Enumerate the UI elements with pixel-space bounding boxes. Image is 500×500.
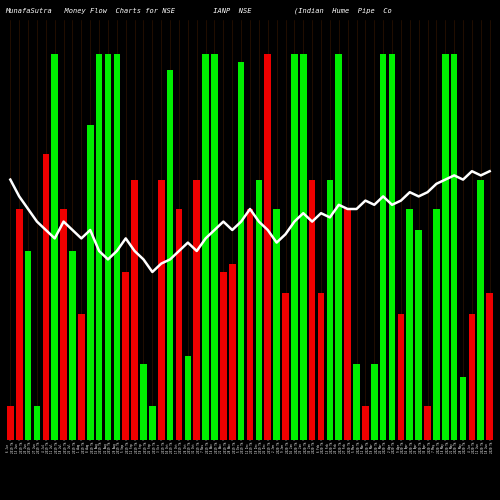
Bar	[211, 54, 218, 440]
Bar	[7, 406, 14, 440]
Bar	[460, 377, 466, 440]
Bar	[229, 264, 235, 440]
Bar	[122, 272, 129, 440]
Bar	[52, 54, 58, 440]
Bar	[486, 293, 493, 440]
Bar	[442, 54, 448, 440]
Bar	[69, 251, 76, 440]
Bar	[238, 62, 244, 440]
Bar	[140, 364, 147, 440]
Bar	[309, 180, 316, 440]
Bar	[149, 406, 156, 440]
Bar	[60, 209, 67, 440]
Bar	[478, 180, 484, 440]
Bar	[344, 209, 351, 440]
Bar	[274, 209, 280, 440]
Bar	[25, 251, 32, 440]
Text: MunafaSutra   Money Flow  Charts for NSE         IANP  NSE          (Indian  Hum: MunafaSutra Money Flow Charts for NSE IA…	[5, 8, 392, 14]
Bar	[416, 230, 422, 440]
Bar	[451, 54, 458, 440]
Bar	[78, 314, 84, 440]
Bar	[96, 54, 102, 440]
Bar	[468, 314, 475, 440]
Bar	[300, 54, 306, 440]
Bar	[398, 314, 404, 440]
Bar	[406, 209, 413, 440]
Bar	[424, 406, 431, 440]
Bar	[353, 364, 360, 440]
Bar	[87, 125, 94, 440]
Bar	[256, 180, 262, 440]
Bar	[326, 180, 333, 440]
Bar	[16, 209, 22, 440]
Bar	[202, 54, 209, 440]
Bar	[291, 54, 298, 440]
Bar	[34, 406, 40, 440]
Bar	[42, 154, 49, 440]
Bar	[264, 54, 271, 440]
Bar	[194, 180, 200, 440]
Bar	[158, 180, 164, 440]
Bar	[167, 70, 173, 440]
Bar	[282, 293, 289, 440]
Bar	[336, 54, 342, 440]
Bar	[220, 272, 226, 440]
Bar	[433, 209, 440, 440]
Bar	[371, 364, 378, 440]
Bar	[380, 54, 386, 440]
Bar	[318, 293, 324, 440]
Bar	[176, 209, 182, 440]
Bar	[132, 180, 138, 440]
Bar	[388, 54, 396, 440]
Bar	[104, 54, 112, 440]
Bar	[114, 54, 120, 440]
Bar	[184, 356, 191, 440]
Bar	[362, 406, 368, 440]
Bar	[246, 209, 254, 440]
